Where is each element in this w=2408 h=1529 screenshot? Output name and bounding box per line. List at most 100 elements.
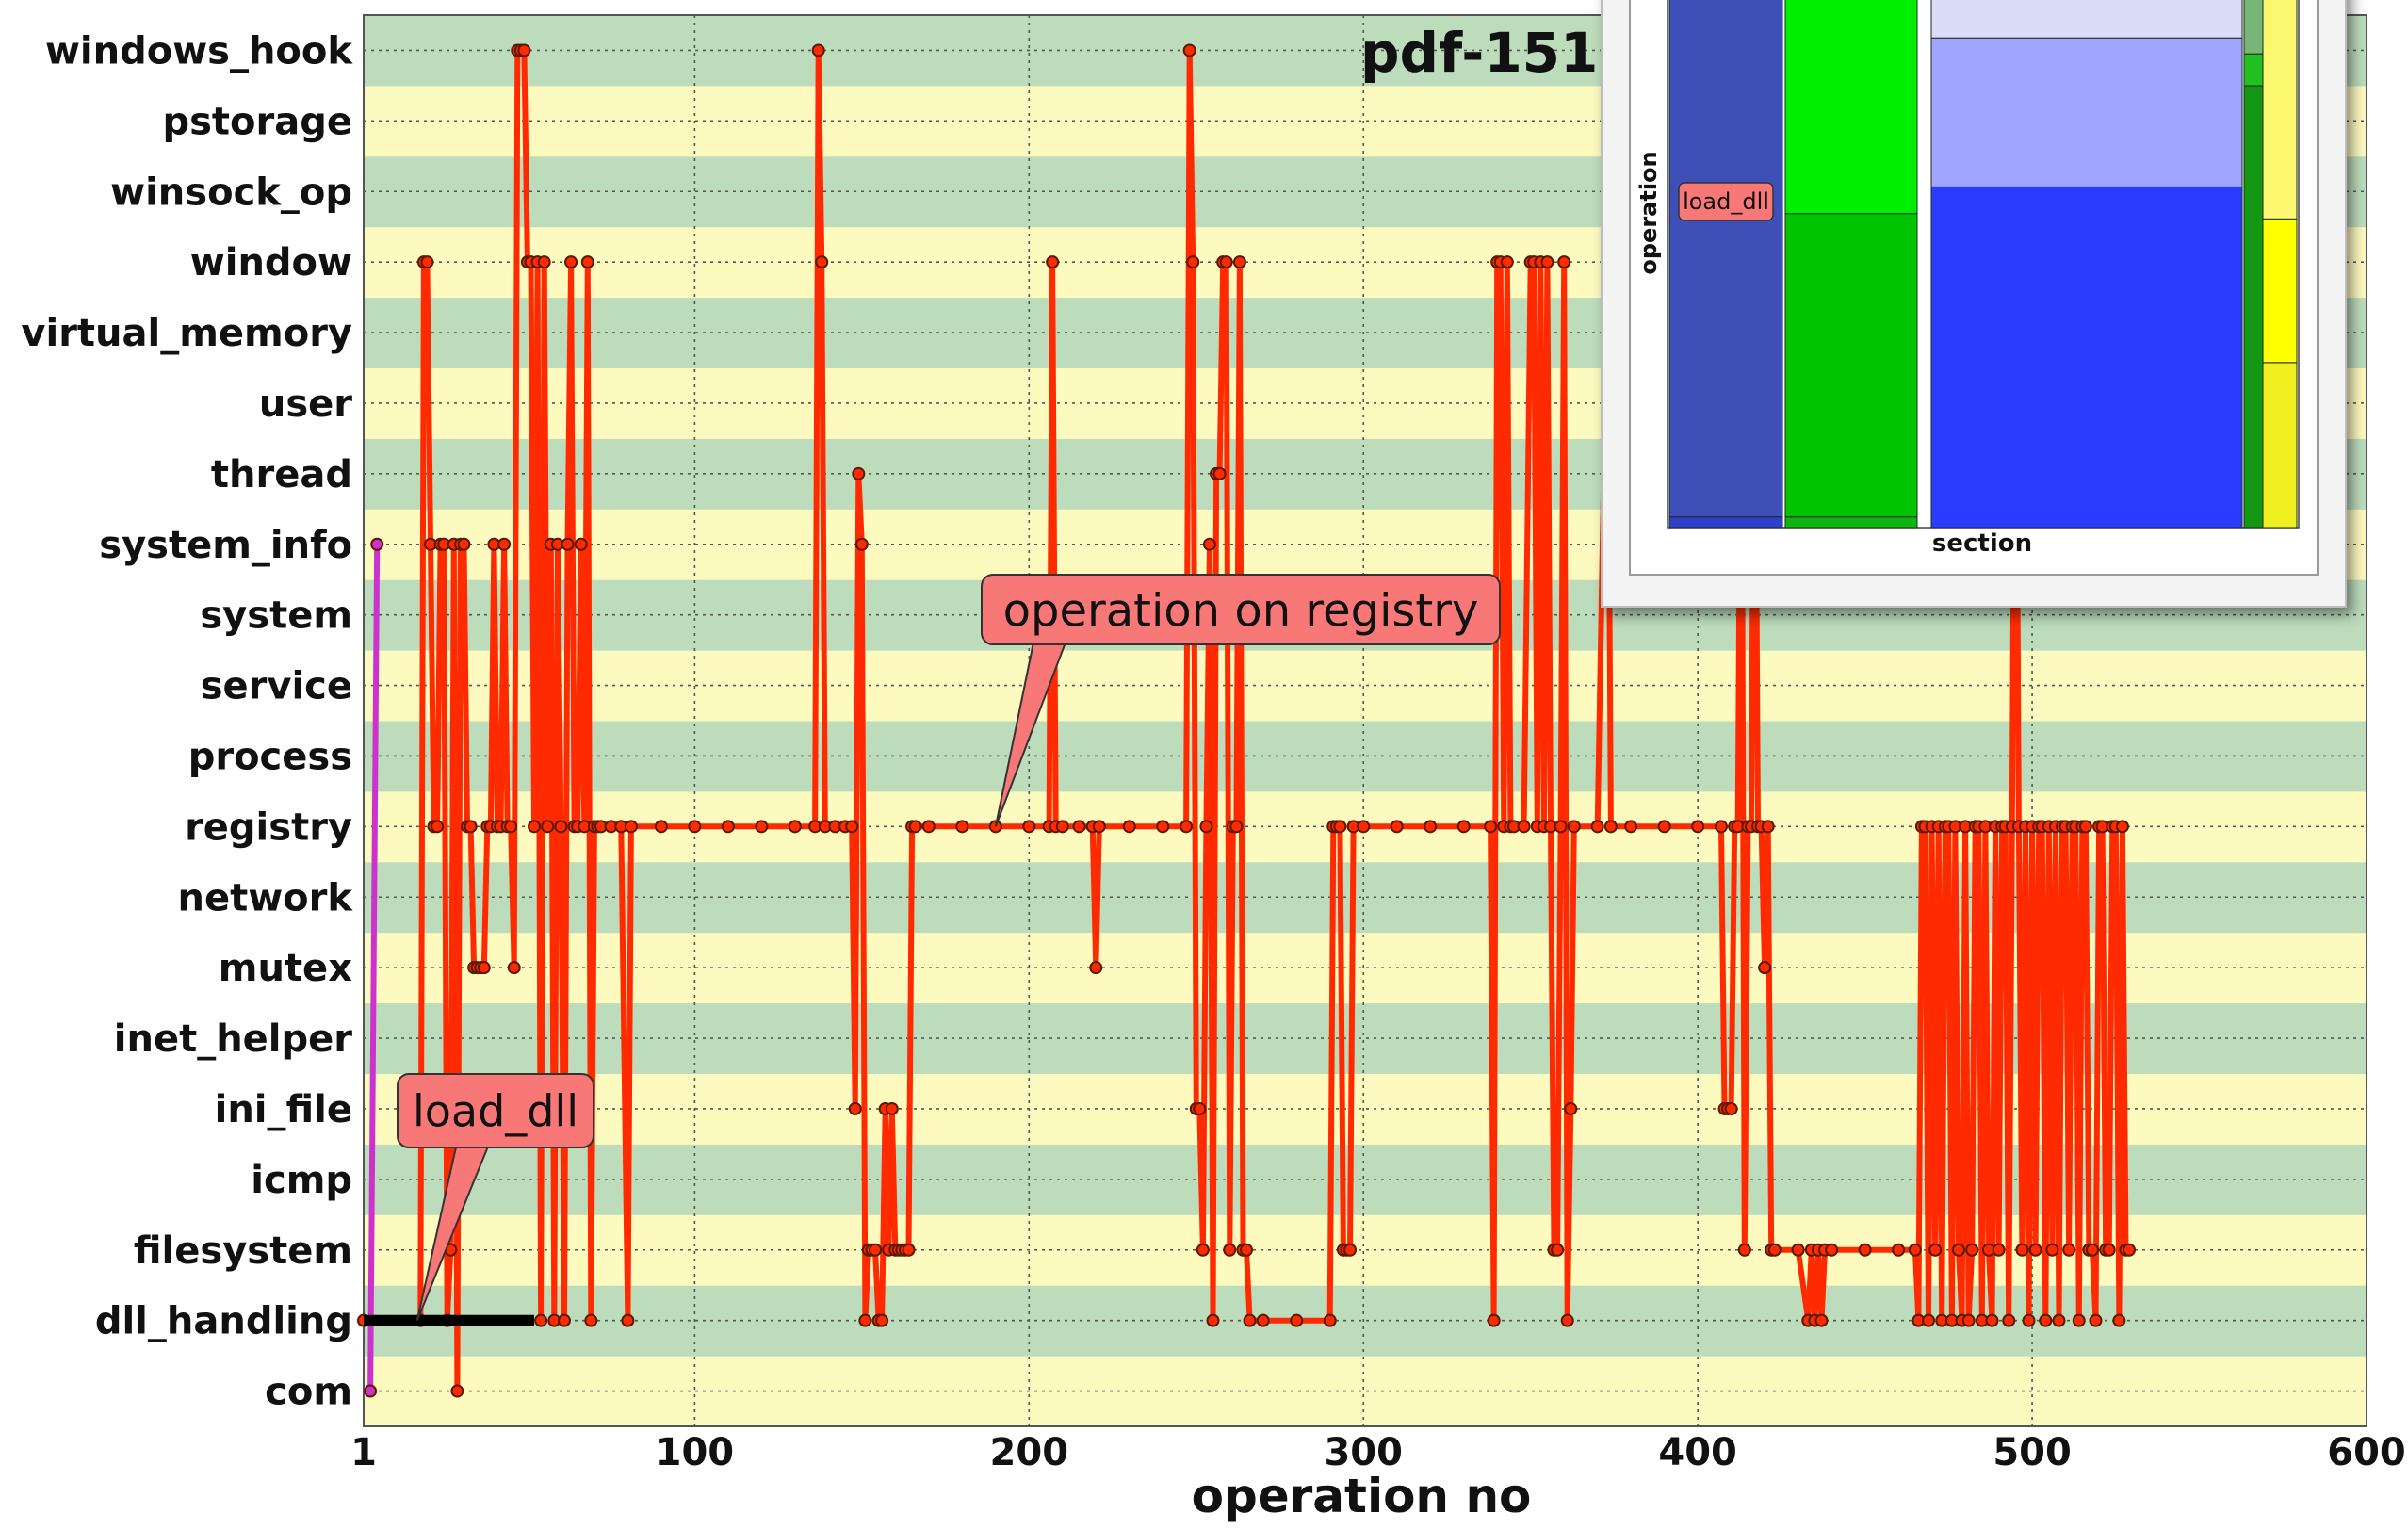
data-point [848, 1101, 862, 1115]
data-point [1122, 820, 1136, 834]
y-tick-label-mutex: mutex [219, 947, 352, 990]
data-point [1092, 820, 1106, 834]
data-point [1965, 1243, 1979, 1257]
data-point [561, 537, 575, 551]
data-point [1196, 1243, 1210, 1257]
series-layer [357, 43, 2137, 1398]
data-point [1206, 1313, 1220, 1327]
data-point [1825, 1243, 1839, 1257]
data-point [1567, 820, 1581, 834]
data-point [1737, 1243, 1751, 1257]
data-point [1343, 1243, 1358, 1257]
band-process [364, 721, 2367, 792]
data-point [845, 820, 859, 834]
data-point [1691, 820, 1705, 834]
inset-columns [1667, 0, 2300, 529]
data-point [885, 1101, 899, 1115]
y-tick-label-icmp: icmp [251, 1159, 352, 1202]
data-point [2015, 1243, 2029, 1257]
data-point [1055, 820, 1069, 834]
band-dll_handling [364, 1285, 2367, 1357]
data-point [450, 1384, 464, 1398]
band-service [364, 650, 2367, 722]
data-point [1985, 1313, 1999, 1327]
annotation-label: load_dll [413, 1086, 578, 1137]
y-tick-label-thread: thread [211, 453, 352, 496]
data-point [854, 537, 869, 551]
data-point [420, 255, 434, 269]
data-point [621, 1313, 635, 1327]
data-point [908, 820, 922, 834]
annotation-label: operation on registry [1003, 584, 1479, 637]
data-point [815, 255, 829, 269]
data-point [1156, 820, 1170, 834]
data-point [1180, 820, 1194, 834]
data-point [869, 1243, 883, 1257]
inset-segment [2243, 53, 2264, 87]
data-point [507, 961, 521, 975]
data-point [2123, 1243, 2137, 1257]
data-point [1212, 466, 1227, 480]
data-point [2072, 1313, 2086, 1327]
data-point [1323, 1313, 1337, 1327]
data-point [457, 537, 471, 551]
x-tick-label: 300 [1324, 1431, 1403, 1474]
data-point [1182, 43, 1196, 57]
y-tick-label-winsock_op: winsock_op [110, 171, 352, 214]
data-point [1500, 255, 1514, 269]
data-point [1290, 1313, 1304, 1327]
data-point [431, 820, 445, 834]
x-tick-label: 600 [2327, 1431, 2406, 1474]
data-point [1484, 820, 1498, 834]
data-point [688, 820, 702, 834]
data-point [497, 537, 512, 551]
data-point [875, 1313, 889, 1327]
data-point [1456, 820, 1471, 834]
band-com [364, 1356, 2367, 1427]
data-point [1199, 820, 1213, 834]
data-point [1357, 820, 1371, 834]
y-tick-labels: com dll_handling filesystem icmp ini_file ine… [21, 29, 353, 1413]
annotation-box [397, 1073, 594, 1148]
data-point [2112, 1313, 2126, 1327]
data-point [2062, 1243, 2076, 1257]
data-point [1223, 1243, 1237, 1257]
inset-segment [1668, 516, 1783, 529]
data-point [654, 820, 668, 834]
data-point [1928, 1243, 1943, 1257]
data-point [504, 820, 518, 834]
series-0 [357, 43, 2137, 1398]
y-tick-label-ini_file: ini_file [215, 1088, 352, 1131]
data-point [564, 255, 578, 269]
data-point [2002, 1313, 2016, 1327]
y-tick-label-dll_handling: dll_handling [95, 1300, 352, 1343]
y-tick-label-windows_hook: windows_hook [45, 29, 353, 73]
data-point [1424, 820, 1438, 834]
data-point [2045, 1243, 2059, 1257]
y-tick-label-process: process [188, 735, 352, 778]
y-tick-label-inet_helper: inet_helper [114, 1017, 353, 1061]
data-point [528, 820, 542, 834]
data-point [852, 466, 866, 480]
y-tick-label-filesystem: filesystem [134, 1229, 352, 1273]
inset-segment [1930, 37, 2243, 187]
data-point [1487, 1313, 1501, 1327]
data-point [1089, 961, 1103, 975]
data-point [2078, 820, 2092, 834]
chart-title: pdf-151 [1360, 21, 1598, 85]
y-tick-label-com: com [265, 1371, 352, 1414]
inset-segment [1784, 0, 1918, 215]
data-point [1761, 820, 1775, 834]
data-point [534, 1313, 548, 1327]
data-point [1892, 1243, 1906, 1257]
data-point [370, 537, 384, 551]
data-point [624, 820, 638, 834]
inset-segment [2262, 362, 2298, 529]
data-point [1603, 820, 1618, 834]
data-point [1767, 1243, 1782, 1257]
data-point [1657, 820, 1671, 834]
inset-segment [2243, 85, 2264, 529]
grid-lines [364, 15, 2367, 1426]
